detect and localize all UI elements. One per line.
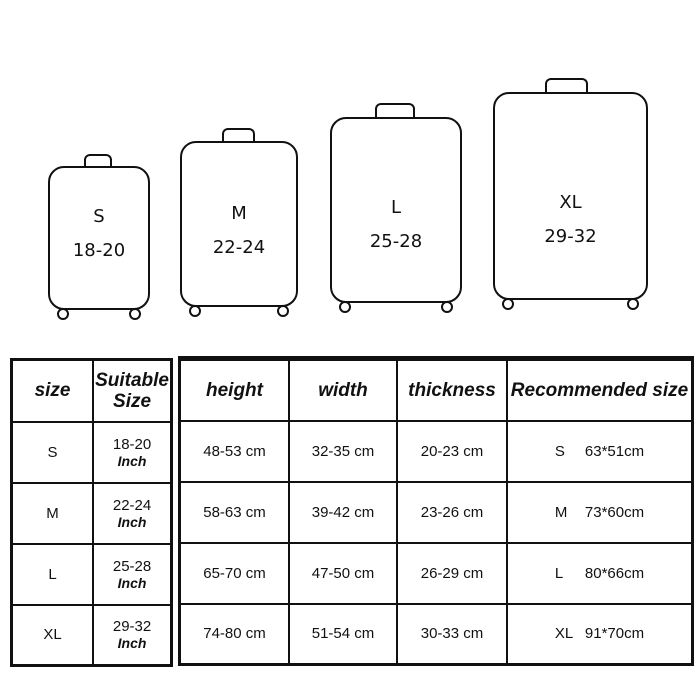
- case-size-label: XL: [559, 192, 582, 213]
- size-cell: M: [10, 481, 95, 545]
- thickness-cell: 20-23 cm: [396, 419, 508, 483]
- handle: [222, 128, 255, 143]
- case-size-label: S: [93, 206, 105, 227]
- height-cell: 74-80 cm: [178, 602, 290, 666]
- suitcase-s-icon: S 18-20: [48, 154, 150, 320]
- suitable-cell: 22-24 Inch: [92, 481, 173, 545]
- thickness-cell: 23-26 cm: [396, 480, 508, 544]
- header-recommended-size: Recommended size: [506, 357, 694, 422]
- wheel-icon: [441, 301, 453, 313]
- unit-label: Inch: [117, 452, 147, 469]
- width-cell: 39-42 cm: [288, 480, 398, 544]
- wheel-icon: [189, 305, 201, 317]
- table-row: 65-70 cm 47-50 cm 26-29 cm L 80*66cm: [178, 541, 694, 605]
- table-row: M 22-24 Inch: [10, 481, 173, 545]
- rec-dim: 91*70cm: [584, 625, 645, 643]
- suitable-value: 18-20: [112, 435, 152, 453]
- header-thickness: thickness: [396, 357, 508, 422]
- recommended-cell: XL 91*70cm: [506, 602, 694, 666]
- suitable-cell: 18-20 Inch: [92, 420, 173, 484]
- case-size-label: M: [231, 203, 247, 224]
- height-cell: 48-53 cm: [178, 419, 290, 483]
- height-cell: 58-63 cm: [178, 480, 290, 544]
- height-cell: 65-70 cm: [178, 541, 290, 605]
- wheel-icon: [277, 305, 289, 317]
- width-cell: 51-54 cm: [288, 602, 398, 666]
- case-range-label: 22-24: [212, 237, 266, 258]
- size-cell: XL: [10, 603, 95, 667]
- wheel-icon: [57, 308, 69, 320]
- table-row: 58-63 cm 39-42 cm 23-26 cm M 73*60cm: [178, 480, 694, 544]
- size-cell: L: [10, 542, 95, 606]
- wheel-icon: [339, 301, 351, 313]
- thickness-cell: 26-29 cm: [396, 541, 508, 605]
- rec-dim: 73*60cm: [584, 503, 645, 521]
- case-range-label: 25-28: [369, 231, 423, 252]
- rec-dim: 80*66cm: [584, 564, 645, 582]
- table-row: 74-80 cm 51-54 cm 30-33 cm XL 91*70cm: [178, 602, 694, 666]
- suitable-value: 29-32: [112, 618, 152, 636]
- handle: [375, 103, 415, 119]
- case-body: [493, 92, 648, 300]
- thickness-cell: 30-33 cm: [396, 602, 508, 666]
- recommended-cell: L 80*66cm: [506, 541, 694, 605]
- table-row: 48-53 cm 32-35 cm 20-23 cm S 63*51cm: [178, 419, 694, 483]
- unit-label: Inch: [117, 635, 147, 652]
- width-cell: 47-50 cm: [288, 541, 398, 605]
- suitcase-m-icon: M 22-24: [180, 128, 298, 317]
- rec-dim: 63*51cm: [584, 442, 645, 460]
- case-body: [330, 117, 462, 303]
- case-body: [48, 166, 150, 310]
- suitcase-l-icon: L 25-28: [330, 103, 462, 313]
- header-size: size: [10, 358, 95, 423]
- size-cell: S: [10, 420, 95, 484]
- handle: [545, 78, 588, 94]
- recommended-cell: M 73*60cm: [506, 480, 694, 544]
- rec-size: S: [554, 442, 565, 460]
- recommended-cell: S 63*51cm: [506, 419, 694, 483]
- wheel-icon: [129, 308, 141, 320]
- header-suitable-size: Suitable Size: [92, 358, 173, 423]
- rec-size: M: [554, 503, 568, 521]
- header-width: width: [288, 357, 398, 422]
- wheel-icon: [502, 298, 514, 310]
- suitable-cell: 25-28 Inch: [92, 542, 173, 606]
- width-cell: 32-35 cm: [288, 419, 398, 483]
- case-range-label: 18-20: [72, 240, 126, 261]
- case-body: [180, 141, 298, 307]
- suitable-value: 25-28: [112, 557, 152, 575]
- table-row: XL 29-32 Inch: [10, 603, 173, 667]
- size-table: size Suitable Size S 18-20 Inch M 22-24 Inc…: [10, 358, 173, 667]
- header-height: height: [178, 357, 290, 422]
- unit-label: Inch: [117, 574, 147, 591]
- unit-label: Inch: [117, 513, 147, 530]
- case-size-label: L: [390, 197, 402, 218]
- dimensions-table: height width thickness Recommended size …: [178, 356, 694, 666]
- rec-size: XL: [554, 625, 574, 643]
- wheel-icon: [627, 298, 639, 310]
- rec-size: L: [554, 564, 564, 582]
- suitable-cell: 29-32 Inch: [92, 603, 173, 667]
- suitable-value: 22-24: [112, 496, 152, 514]
- handle: [84, 154, 112, 168]
- case-range-label: 29-32: [544, 226, 597, 247]
- table-row: L 25-28 Inch: [10, 542, 173, 606]
- table-row: S 18-20 Inch: [10, 420, 173, 484]
- suitcase-xl-icon: XL 29-32: [493, 78, 648, 310]
